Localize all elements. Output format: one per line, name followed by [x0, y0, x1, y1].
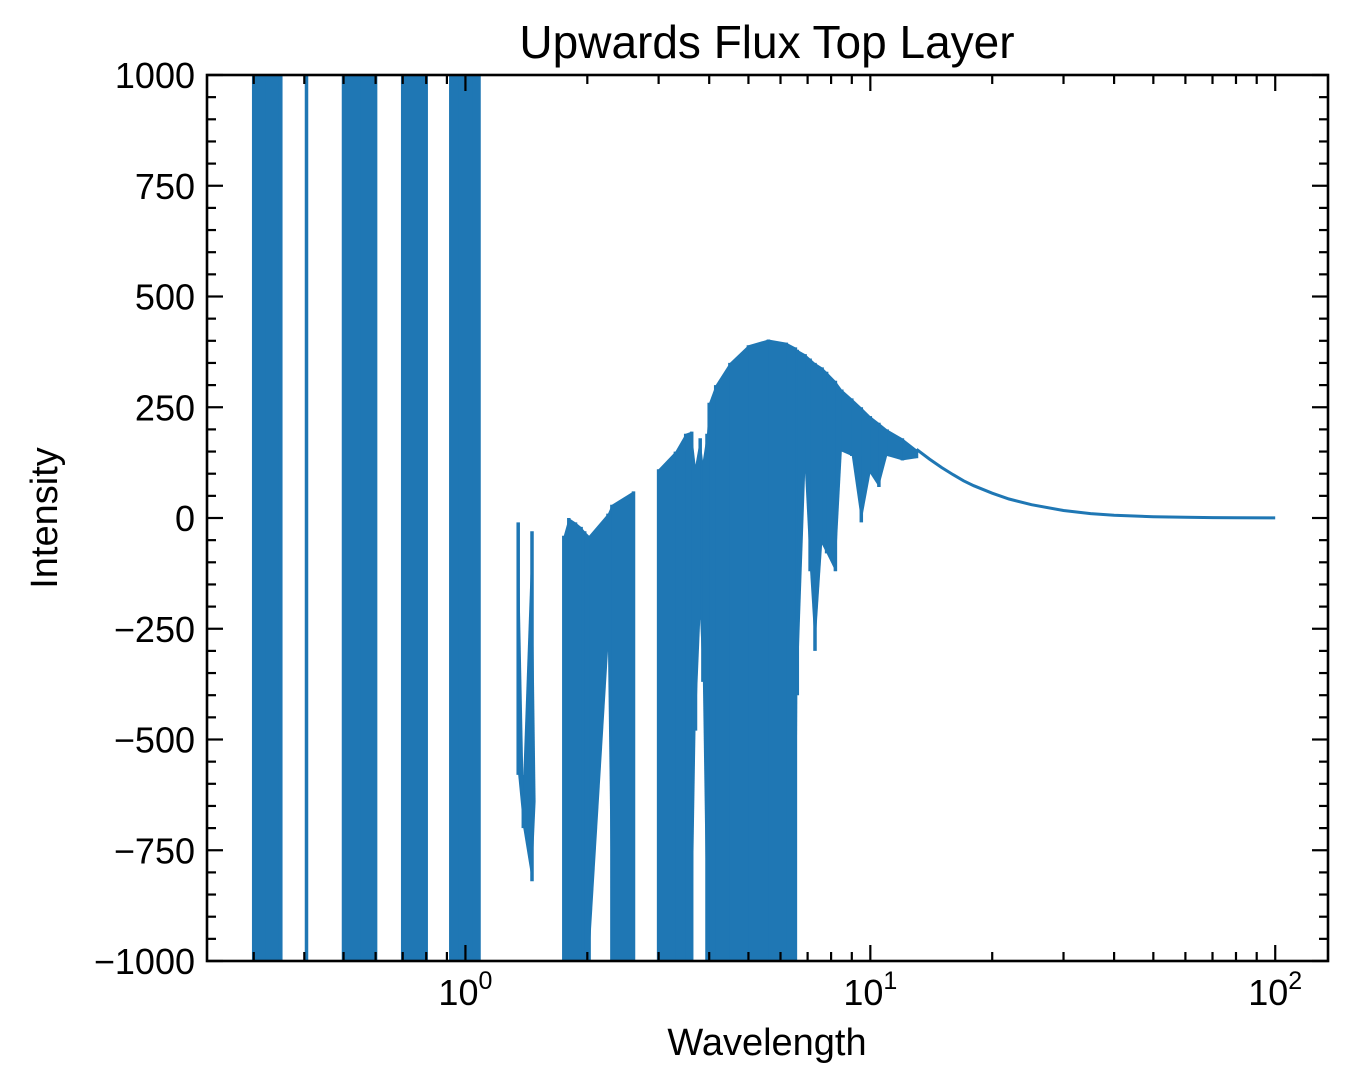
data-band: [611, 491, 634, 961]
data-band: [826, 371, 836, 572]
data-band: [870, 416, 879, 487]
data-band: [472, 75, 479, 961]
data-band: [835, 380, 842, 572]
data-band: [584, 531, 590, 961]
data-band: [695, 438, 701, 731]
data-band: [568, 518, 576, 961]
x-tick-labels: 100 101 102: [438, 967, 1302, 1013]
y-tick-label: −1000: [94, 941, 195, 982]
data-band: [709, 385, 716, 962]
data-band: [795, 347, 798, 961]
data-band: [691, 431, 696, 962]
y-tick-label: 500: [135, 277, 195, 318]
data-band: [797, 349, 806, 696]
data-band: [887, 429, 903, 461]
data-band: [878, 422, 888, 487]
data-band: [589, 513, 608, 961]
data-band: [265, 75, 279, 961]
data-band: [685, 431, 692, 962]
data-band: [575, 522, 582, 961]
y-tick-label: 0: [175, 498, 195, 539]
data-band: [702, 433, 707, 961]
data-band: [815, 362, 823, 651]
plot-frame: [205, 73, 1330, 963]
data-band: [458, 75, 473, 961]
data-band: [768, 339, 787, 961]
x-tick-label: 100: [438, 967, 492, 1013]
series-line: [251, 75, 1276, 962]
x-tick-label: 101: [843, 967, 897, 1013]
data-band: [822, 367, 827, 554]
data-band: [608, 504, 612, 961]
data-band: [700, 438, 703, 682]
y-axis-label: Intensity: [24, 447, 66, 589]
data-band: [581, 526, 585, 961]
y-tick-label: 750: [135, 166, 195, 207]
data-band: [851, 398, 862, 523]
data-band: [861, 407, 871, 523]
y-tick-label: −250: [114, 609, 195, 650]
data-band: [786, 342, 796, 962]
y-tick-label: −500: [114, 720, 195, 761]
data-band: [360, 75, 376, 961]
y-tick-labels: 1000 750 500 250 0 −250 −500 −750 −1000: [94, 55, 195, 982]
x-axis-label: Wavelength: [667, 1022, 866, 1064]
y-tick-label: 1000: [115, 55, 195, 96]
data-band: [841, 389, 852, 456]
plot-area: [251, 75, 1276, 962]
data-band: [902, 438, 917, 461]
data-curve: [915, 448, 1276, 520]
data-band: [563, 518, 569, 961]
data-band: [658, 451, 676, 961]
y-tick-label: 250: [135, 387, 195, 428]
data-band: [402, 75, 427, 961]
data-band: [278, 75, 281, 961]
data-band: [450, 75, 459, 961]
data-band: [729, 345, 749, 961]
data-band: [343, 75, 361, 961]
data-band: [532, 531, 536, 882]
x-tick-label: 102: [1248, 967, 1302, 1013]
data-band: [518, 522, 524, 829]
data-band: [805, 354, 811, 572]
data-band: [253, 75, 266, 961]
data-band: [707, 402, 710, 961]
y-tick-label: −750: [114, 830, 195, 871]
data-band: [675, 433, 686, 961]
chart-title: Upwards Flux Top Layer: [519, 16, 1014, 68]
data-band: [523, 531, 532, 882]
data-band: [810, 358, 815, 651]
data-band: [715, 362, 730, 961]
data-band: [748, 339, 769, 961]
